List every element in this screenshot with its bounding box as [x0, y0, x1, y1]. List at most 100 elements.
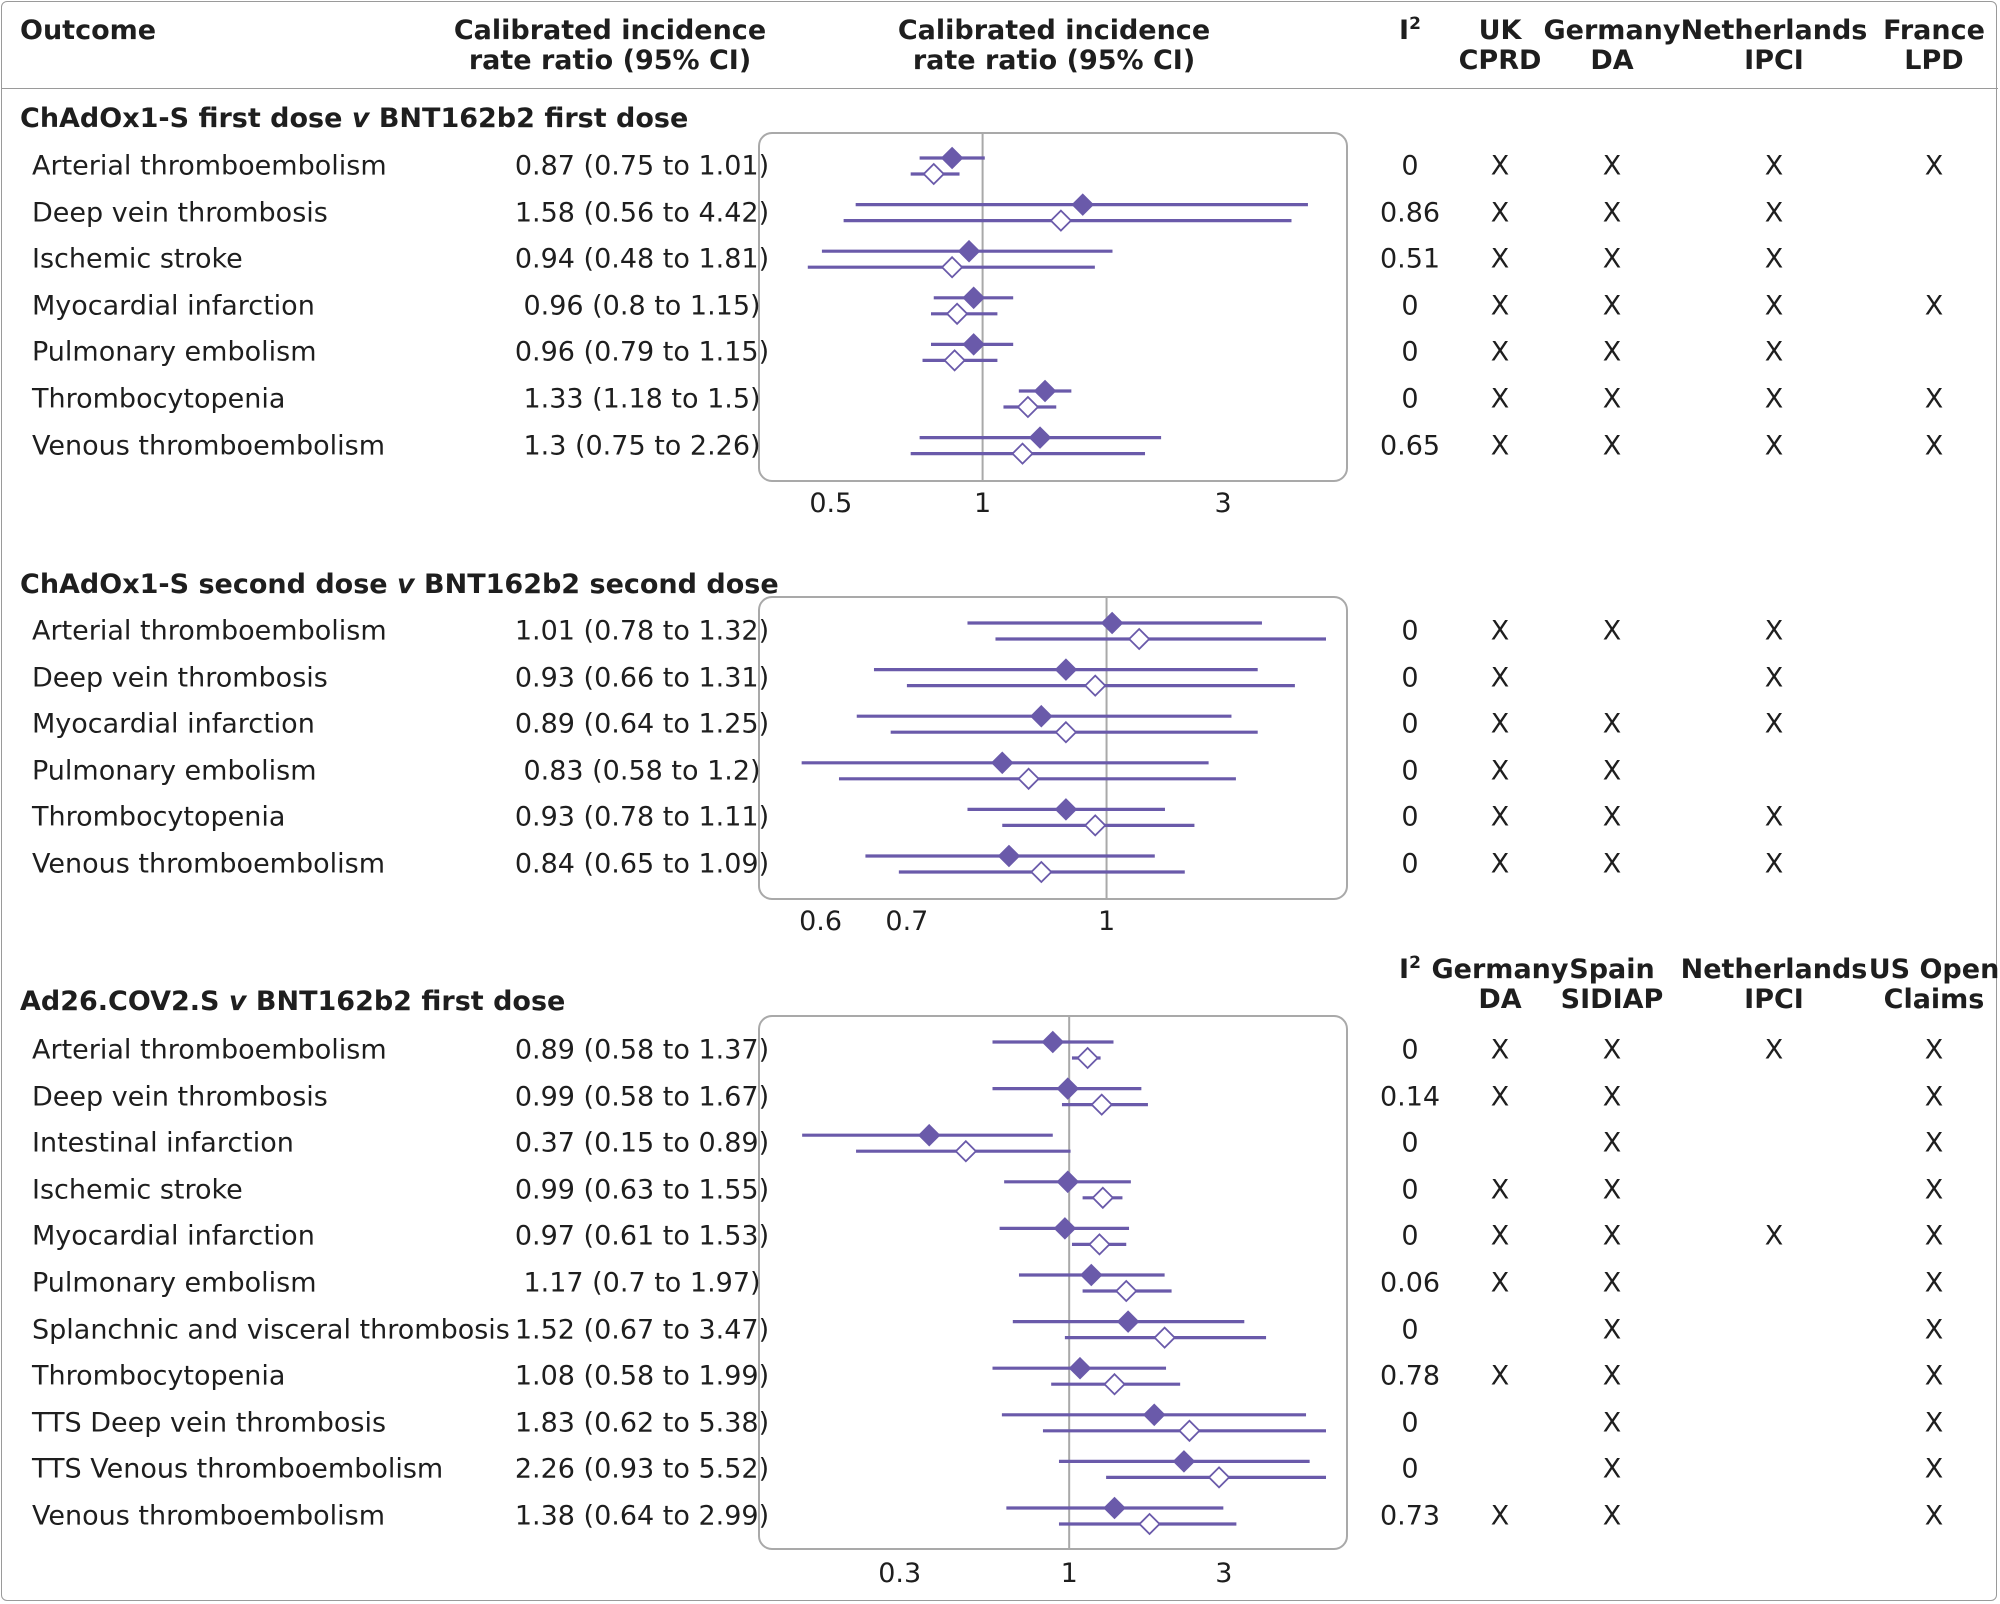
outcome-label: Myocardial infarction [32, 1220, 315, 1252]
calibrated-point-diamond [1103, 1496, 1126, 1520]
ci-value: 2.26 (0.93 to 5.52) [514, 1453, 770, 1485]
calibrated-point-diamond [1056, 1170, 1080, 1194]
ci-value: 0.94 (0.48 to 1.81) [514, 243, 770, 275]
db-included-mark: X [1490, 662, 1510, 694]
db-included-mark: X [1764, 801, 1784, 833]
db-included-mark: X [1490, 1034, 1510, 1066]
outcome-label: Deep vein thrombosis [32, 1081, 328, 1113]
section-title-b: BNT162b2 first dose [369, 103, 689, 134]
db-included-mark: X [1602, 383, 1622, 415]
db-included-mark: X [1490, 243, 1510, 275]
outcome-label: Thrombocytopenia [32, 383, 286, 415]
db-included-mark: X [1764, 615, 1784, 647]
header-i2-section3: I2 [1399, 955, 1421, 985]
calibrated-point-diamond [1033, 379, 1057, 403]
calibrated-point-diamond [1041, 1030, 1065, 1054]
section-title-1: ChAdOx1-S second dose v BNT162b2 second … [20, 569, 779, 600]
i2-value: 0 [1401, 290, 1419, 322]
ci-value: 1.58 (0.56 to 4.42) [514, 197, 770, 229]
header-db-2: Netherlands IPCI [1681, 16, 1868, 76]
db-included-mark: X [1764, 662, 1784, 694]
i2-value: 0 [1401, 1174, 1419, 1206]
uncalibrated-point-diamond [954, 1139, 978, 1163]
section-title-a: ChAdOx1-S second dose [20, 569, 398, 600]
header3-db-2: Netherlands IPCI [1681, 955, 1868, 1015]
header-db-3: France LPD [1883, 16, 1985, 76]
section-title-b: BNT162b2 first dose [246, 986, 566, 1017]
uncalibrated-point-diamond [1114, 1279, 1138, 1303]
outcome-label: Deep vein thrombosis [32, 197, 328, 229]
db-included-mark: X [1924, 1220, 1944, 1252]
db-included-mark: X [1490, 1360, 1510, 1392]
calibrated-point-diamond [1056, 1077, 1080, 1100]
i2-value: 0.65 [1379, 430, 1441, 462]
outcome-label: Thrombocytopenia [32, 801, 286, 833]
db-included-mark: X [1924, 1081, 1944, 1113]
calibrated-point-diamond [1116, 1310, 1140, 1333]
outcome-label: Pulmonary embolism [32, 1267, 317, 1299]
db-included-mark: X [1924, 430, 1944, 462]
outcome-label: Deep vein thrombosis [32, 662, 328, 694]
header-outcome: Outcome [20, 15, 157, 46]
db-included-mark: X [1490, 848, 1510, 880]
i2-value: 0 [1401, 615, 1419, 647]
outcome-label: Ischemic stroke [32, 1174, 243, 1206]
i2-value: 0 [1401, 1314, 1419, 1346]
ci-value: 0.99 (0.58 to 1.67) [514, 1081, 770, 1113]
db-included-mark: X [1602, 290, 1622, 322]
db-included-mark: X [1602, 1360, 1622, 1392]
db-included-mark: X [1924, 1360, 1944, 1392]
header3-db-3-line2: Claims [1883, 984, 1985, 1015]
header3-db-0-line2: DA [1478, 984, 1522, 1015]
calibrated-point-diamond [1054, 798, 1078, 821]
header-plot-line2: rate ratio (95% CI) [912, 45, 1196, 76]
db-included-mark: X [1764, 848, 1784, 880]
db-included-mark: X [1602, 708, 1622, 740]
db-included-mark: X [1602, 755, 1622, 787]
outcome-label: TTS Deep vein thrombosis [32, 1407, 387, 1439]
outcome-label: Venous thromboembolism [32, 430, 386, 462]
header-db-1: Germany DA [1544, 16, 1681, 76]
uncalibrated-point-diamond [1030, 860, 1053, 884]
db-included-mark: X [1924, 290, 1944, 322]
db-included-mark: X [1602, 1407, 1622, 1439]
ci-value: 0.87 (0.75 to 1.01) [514, 150, 770, 182]
db-included-mark: X [1924, 1034, 1944, 1066]
axis-tick-0-0: 0.5 [809, 488, 853, 519]
db-included-mark: X [1490, 336, 1510, 368]
header3-db-2-line2: IPCI [1744, 984, 1804, 1015]
db-included-mark: X [1602, 801, 1622, 833]
axis-tick-0-2: 3 [1214, 488, 1232, 519]
uncalibrated-point-diamond [1076, 1046, 1099, 1070]
uncalibrated-point-diamond [945, 302, 969, 326]
db-included-mark: X [1602, 197, 1622, 229]
db-included-mark: X [1490, 197, 1510, 229]
i2-value: 0 [1401, 1407, 1419, 1439]
ci-value: 0.99 (0.63 to 1.55) [514, 1174, 770, 1206]
outcome-label: Venous thromboembolism [32, 848, 386, 880]
db-included-mark: X [1764, 290, 1784, 322]
uncalibrated-point-diamond [1138, 1512, 1161, 1536]
ci-value: 0.97 (0.61 to 1.53) [514, 1220, 770, 1252]
db-included-mark: X [1490, 708, 1510, 740]
db-included-mark: X [1764, 336, 1784, 368]
header3-db-1-line1: Spain [1569, 954, 1655, 985]
header-db-1-line2: DA [1590, 45, 1634, 76]
calibrated-point-diamond [990, 751, 1014, 775]
header-i2-sup: 2 [1409, 14, 1421, 34]
i2-value: 0 [1401, 801, 1419, 833]
section-title-v: v [351, 103, 370, 134]
db-included-mark: X [1602, 1267, 1622, 1299]
uncalibrated-point-diamond [1054, 720, 1078, 744]
db-included-mark: X [1490, 1500, 1510, 1532]
i2-value: 0 [1401, 848, 1419, 880]
uncalibrated-point-diamond [1016, 395, 1040, 419]
db-included-mark: X [1764, 197, 1784, 229]
axis-tick-1-2: 1 [1097, 906, 1116, 937]
i2-value: 0.51 [1379, 243, 1441, 275]
db-included-mark: X [1602, 1314, 1622, 1346]
db-included-mark: X [1764, 243, 1784, 275]
ci-value: 1.52 (0.67 to 3.47) [514, 1314, 770, 1346]
